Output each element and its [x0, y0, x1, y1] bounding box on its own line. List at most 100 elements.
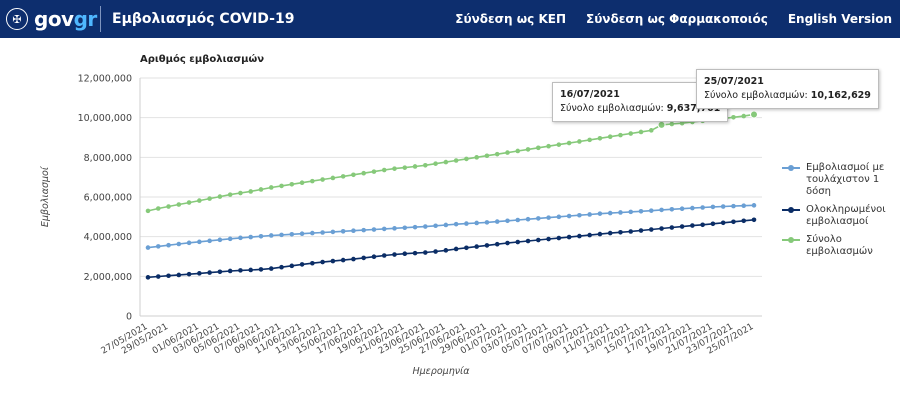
series-first-dose-point: [597, 211, 603, 216]
series-total-point: [731, 114, 736, 120]
nav-login-pharmacist[interactable]: Σύνδεση ως Φαρμακοποιός: [586, 12, 768, 26]
series-complete-point: [330, 258, 336, 264]
series-total-point: [268, 185, 274, 190]
y-tick-label: 10,000,000: [78, 113, 132, 124]
series-first-dose-point: [679, 206, 685, 212]
header-divider: [100, 6, 101, 32]
series-total-point: [597, 135, 603, 141]
series-first-dose-point: [494, 219, 500, 224]
series-total-point: [484, 153, 490, 159]
series-complete-point: [515, 239, 521, 245]
series-complete-point: [741, 218, 747, 224]
highlighted-point: [657, 120, 666, 129]
series-first-dose-point: [227, 236, 233, 242]
series-complete-point: [248, 267, 254, 273]
series-complete-point: [402, 251, 408, 257]
nav-login-kep[interactable]: Σύνδεση ως ΚΕΠ: [455, 12, 566, 26]
series-complete-point: [577, 233, 582, 239]
series-complete-point: [371, 254, 377, 259]
legend-label-complete: Ολοκληρωμένοι εμβολιασμοί: [806, 204, 886, 227]
series-complete-point: [412, 250, 418, 256]
series-total-point: [238, 190, 243, 196]
series-total-point: [279, 183, 284, 189]
series-complete-point: [320, 259, 325, 265]
nav-english-version[interactable]: English Version: [787, 12, 892, 26]
series-total-point: [587, 137, 592, 143]
series-first-dose-point: [176, 241, 182, 247]
header-nav: Σύνδεση ως ΚΕΠ Σύνδεση ως Φαρμακοποιός E…: [455, 0, 892, 38]
series-complete-point: [525, 238, 531, 244]
tooltip-value: 10,162,629: [810, 90, 871, 101]
series-complete-point: [648, 227, 654, 232]
series-first-dose-point: [515, 217, 521, 223]
series-total-point: [556, 142, 562, 147]
series-complete-point: [340, 257, 346, 263]
series-total-point: [207, 196, 212, 201]
series-total-point: [433, 161, 438, 166]
series-first-dose-point: [166, 242, 171, 248]
series-total-point: [381, 167, 387, 173]
series-total-point: [494, 151, 500, 157]
series-first-dose-point: [607, 210, 613, 216]
series-complete-point: [392, 252, 397, 257]
series-complete-point: [207, 270, 212, 275]
series-first-dose-point: [310, 230, 315, 236]
series-complete-point: [279, 264, 284, 270]
series-first-dose-point: [238, 235, 243, 241]
series-total-point: [577, 139, 582, 144]
series-total-point: [176, 202, 182, 207]
series-first-dose-point: [669, 206, 675, 212]
series-complete-point: [289, 263, 295, 269]
series-total-point: [299, 180, 305, 186]
series-first-dose-point: [207, 238, 212, 244]
series-first-dose-point: [741, 203, 747, 209]
series-first-dose-point: [577, 212, 582, 218]
legend-item-first-dose[interactable]: Εμβολιασμοί με τουλάχιστον 1 δόση: [782, 162, 900, 198]
series-first-dose-point: [412, 224, 418, 230]
app-header: ✠ govgr Εμβολιασμός COVID-19 Σύνδεση ως …: [0, 0, 900, 38]
series-complete-point: [453, 246, 459, 252]
series-total-point: [628, 131, 634, 136]
govgr-logo[interactable]: ✠ govgr: [6, 6, 97, 32]
series-complete-point: [751, 217, 757, 223]
legend-item-total[interactable]: Σύνολο εμβολιασμών: [782, 234, 900, 258]
series-complete-point: [166, 273, 171, 279]
series-complete-point: [351, 256, 356, 262]
series-complete-point: [186, 271, 192, 277]
chart-legend: Εμβολιασμοί με τουλάχιστον 1 δόση Ολοκλη…: [782, 162, 900, 264]
series-complete-point: [690, 223, 695, 228]
series-total-point: [474, 155, 479, 160]
tooltip-25-07: 25/07/2021 Σύνολο εμβολιασμών: 10,162,62…: [696, 69, 879, 109]
legend-item-complete[interactable]: Ολοκληρωμένοι εμβολιασμοί: [782, 204, 900, 228]
series-complete-point: [197, 271, 202, 276]
series-total-point: [351, 172, 356, 178]
series-complete-point: [638, 228, 644, 233]
series-first-dose-point: [710, 204, 716, 210]
series-complete-point: [474, 244, 479, 249]
series-total-point: [289, 182, 295, 187]
series-first-dose-point: [587, 212, 592, 217]
series-first-dose-point: [700, 205, 705, 210]
series-complete-point: [587, 232, 592, 238]
series-complete-point: [700, 222, 705, 228]
series-total-point: [320, 177, 325, 182]
series-complete-point: [505, 240, 510, 246]
series-complete-point: [679, 224, 685, 229]
series-total-point: [217, 194, 223, 199]
series-complete-point: [618, 230, 623, 235]
y-tick-label: 0: [126, 312, 132, 323]
series-total-point: [679, 120, 685, 126]
series-first-dose-point: [720, 204, 726, 209]
tooltip-label: Σύνολο εμβολιασμών:: [560, 103, 664, 114]
series-complete-point: [145, 275, 151, 280]
series-total-point: [464, 156, 469, 162]
series-first-dose-point: [299, 231, 305, 236]
series-total-point: [546, 143, 551, 149]
series-first-dose-point: [330, 229, 336, 235]
series-first-dose-point: [546, 215, 551, 220]
series-first-dose-point: [453, 221, 459, 227]
series-complete-point: [669, 225, 675, 230]
series-total-point: [227, 192, 233, 197]
series-total-point: [525, 147, 531, 152]
series-complete-point: [227, 268, 233, 274]
